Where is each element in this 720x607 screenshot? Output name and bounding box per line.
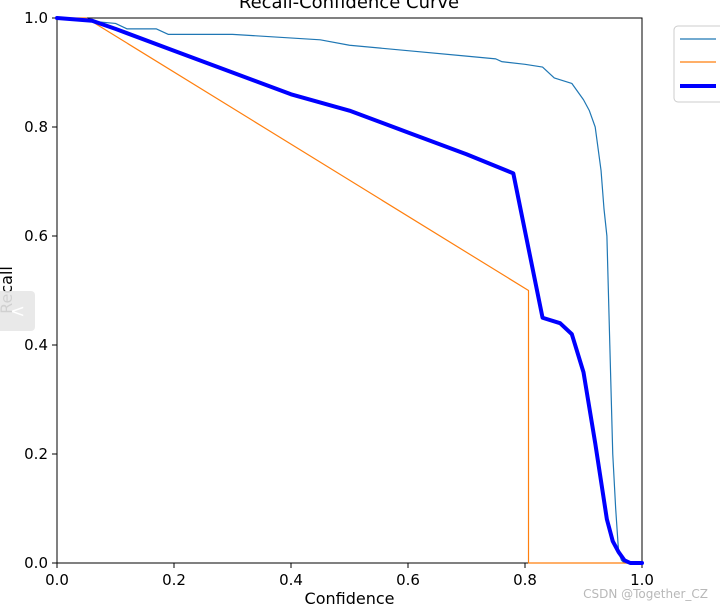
- x-tick-label: 0.8: [513, 571, 537, 589]
- x-axis-title: Confidence: [305, 589, 395, 607]
- x-tick-label: 0.6: [396, 571, 420, 589]
- series-line-2: [55, 16, 644, 565]
- y-tick-label: 0.4: [24, 336, 48, 354]
- y-axis: 0.0 0.2 0.4 0.6 0.8 1.0: [24, 9, 57, 572]
- x-axis: 0.0 0.2 0.4 0.6 0.8 1.0: [45, 563, 654, 589]
- x-tick-label: 0.2: [162, 571, 186, 589]
- x-tick-label: 0.4: [279, 571, 303, 589]
- watermark: CSDN @Together_CZ: [583, 587, 708, 601]
- chevron-left-icon: <: [9, 300, 26, 322]
- y-tick-label: 1.0: [24, 9, 48, 27]
- y-tick-label: 0.0: [24, 554, 48, 572]
- x-tick-label: 0.0: [45, 571, 69, 589]
- collapse-sidebar-tab[interactable]: <: [0, 291, 35, 331]
- series-line-0: [56, 17, 631, 564]
- y-tick-label: 0.6: [24, 227, 48, 245]
- legend: [673, 25, 720, 103]
- x-tick-label: 1.0: [630, 571, 654, 589]
- plot-area: [56, 17, 643, 564]
- series-line-1: [56, 17, 643, 564]
- legend-box: [673, 25, 720, 103]
- y-tick-label: 0.8: [24, 118, 48, 136]
- y-tick-label: 0.2: [24, 445, 48, 463]
- chart-title: Recall-Confidence Curve: [239, 0, 459, 13]
- series-layer: [55, 16, 644, 565]
